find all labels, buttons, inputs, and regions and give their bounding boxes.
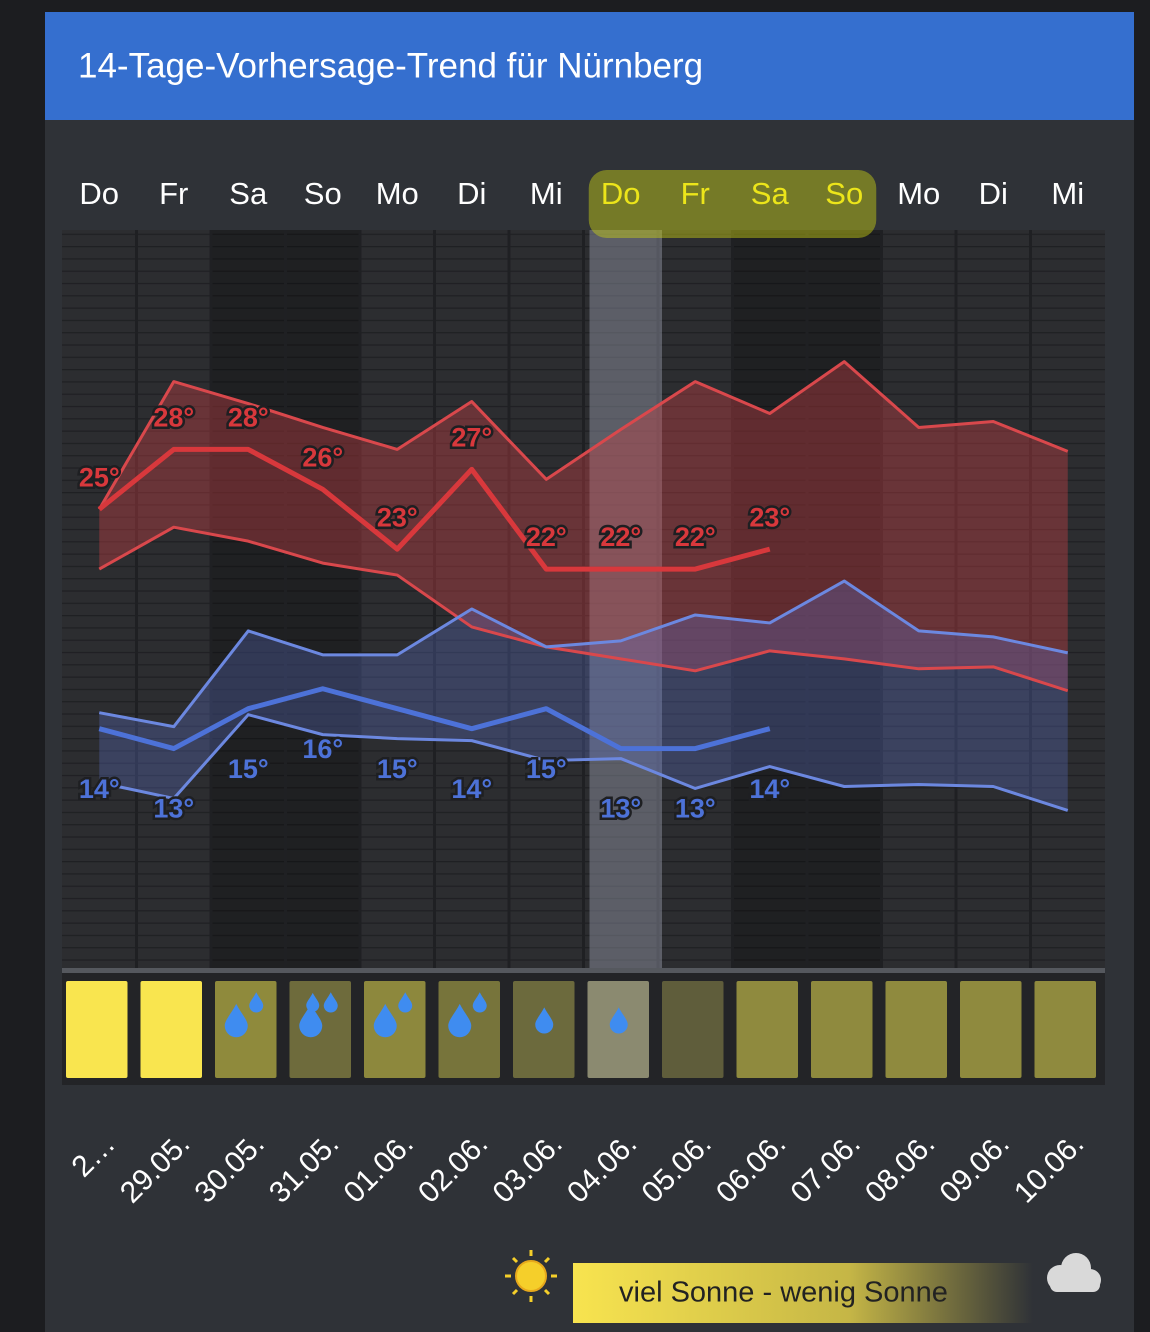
current-day: [589, 230, 662, 1085]
temp-label: 23°: [377, 502, 418, 532]
weekday-label: Di: [457, 176, 486, 211]
rain-drop: [323, 992, 338, 1013]
temp-label: 15°: [228, 754, 269, 784]
rain-drop: [249, 992, 264, 1013]
legend-text: viel Sonne - wenig Sonne: [619, 1277, 948, 1309]
temp-label: 26°: [302, 442, 343, 472]
sun-icon: [505, 1250, 557, 1302]
weekday-label: Fr: [681, 176, 710, 211]
temp-line: [98, 686, 771, 752]
temp-label: 25°: [79, 462, 120, 492]
legend-bar: [573, 1263, 1033, 1323]
rain-drop: [306, 992, 320, 1012]
temp-band: [99, 361, 1068, 691]
temp-label: 28°: [153, 403, 194, 433]
temp-label: 13°: [153, 794, 194, 824]
temp-label: 28°: [228, 403, 269, 433]
chart-title: 14-Tage-Vorhersage-Trend für Nürnberg: [78, 46, 703, 85]
temp-label: 13°: [600, 794, 641, 824]
sunshine-box: [885, 981, 947, 1078]
weekday-label: So: [304, 176, 342, 211]
header: [45, 12, 1134, 120]
temp-label: 22°: [675, 522, 716, 552]
weekday-label: So: [825, 176, 863, 211]
temp-label: 16°: [302, 734, 343, 764]
temp-label: 22°: [600, 522, 641, 552]
weekday-label: Sa: [751, 176, 790, 211]
rain-drop: [448, 1003, 472, 1038]
weekend-column: [732, 230, 807, 968]
temp-label: 14°: [749, 774, 790, 804]
sunshine-box: [66, 981, 128, 1078]
weekday-label: Fr: [159, 176, 188, 211]
weekday-label: Do: [601, 176, 641, 211]
temp-label: 13°: [675, 794, 716, 824]
weekday-label: Mo: [897, 176, 940, 211]
temp-label: 15°: [377, 754, 418, 784]
weekday-label: Mi: [1051, 176, 1084, 211]
rain-drop: [472, 992, 487, 1013]
temp-label: 22°: [526, 522, 567, 552]
weekend-column: [211, 230, 286, 968]
weekend-column: [285, 230, 360, 968]
temp-label: 27°: [451, 422, 492, 452]
temp-band: [99, 581, 1068, 811]
temp-label: 14°: [451, 774, 492, 804]
temp-line: [98, 713, 1069, 812]
weekday-label: Di: [979, 176, 1008, 211]
rain-drop: [535, 1007, 554, 1034]
weekday-label: Mi: [530, 176, 563, 211]
temp-line: [98, 525, 1069, 693]
weekday-label: Do: [79, 176, 119, 211]
sunshine-box: [1034, 981, 1096, 1078]
weekday-label: Sa: [229, 176, 268, 211]
sunshine-box: [140, 981, 202, 1078]
temp-label: 23°: [749, 502, 790, 532]
cloud-icon: [1047, 1253, 1101, 1292]
rain-drop: [299, 1003, 323, 1038]
highlight-marker: [588, 170, 877, 238]
rain-drop: [609, 1007, 628, 1034]
temp-label: 14°: [79, 774, 120, 804]
temp-label: 15°: [526, 754, 567, 784]
rain-drop: [224, 1003, 248, 1038]
rain-drop: [398, 992, 413, 1013]
temp-line: [97, 446, 771, 572]
rain-drop: [373, 1003, 397, 1038]
temp-line: [97, 360, 1069, 510]
sunshine-box: [736, 981, 798, 1078]
sunshine-box: [811, 981, 873, 1078]
temp-line: [98, 579, 1069, 729]
separator: [62, 968, 1105, 973]
weekday-label: Mo: [376, 176, 419, 211]
sunshine-box: [662, 981, 724, 1078]
sunshine-box: [960, 981, 1022, 1078]
